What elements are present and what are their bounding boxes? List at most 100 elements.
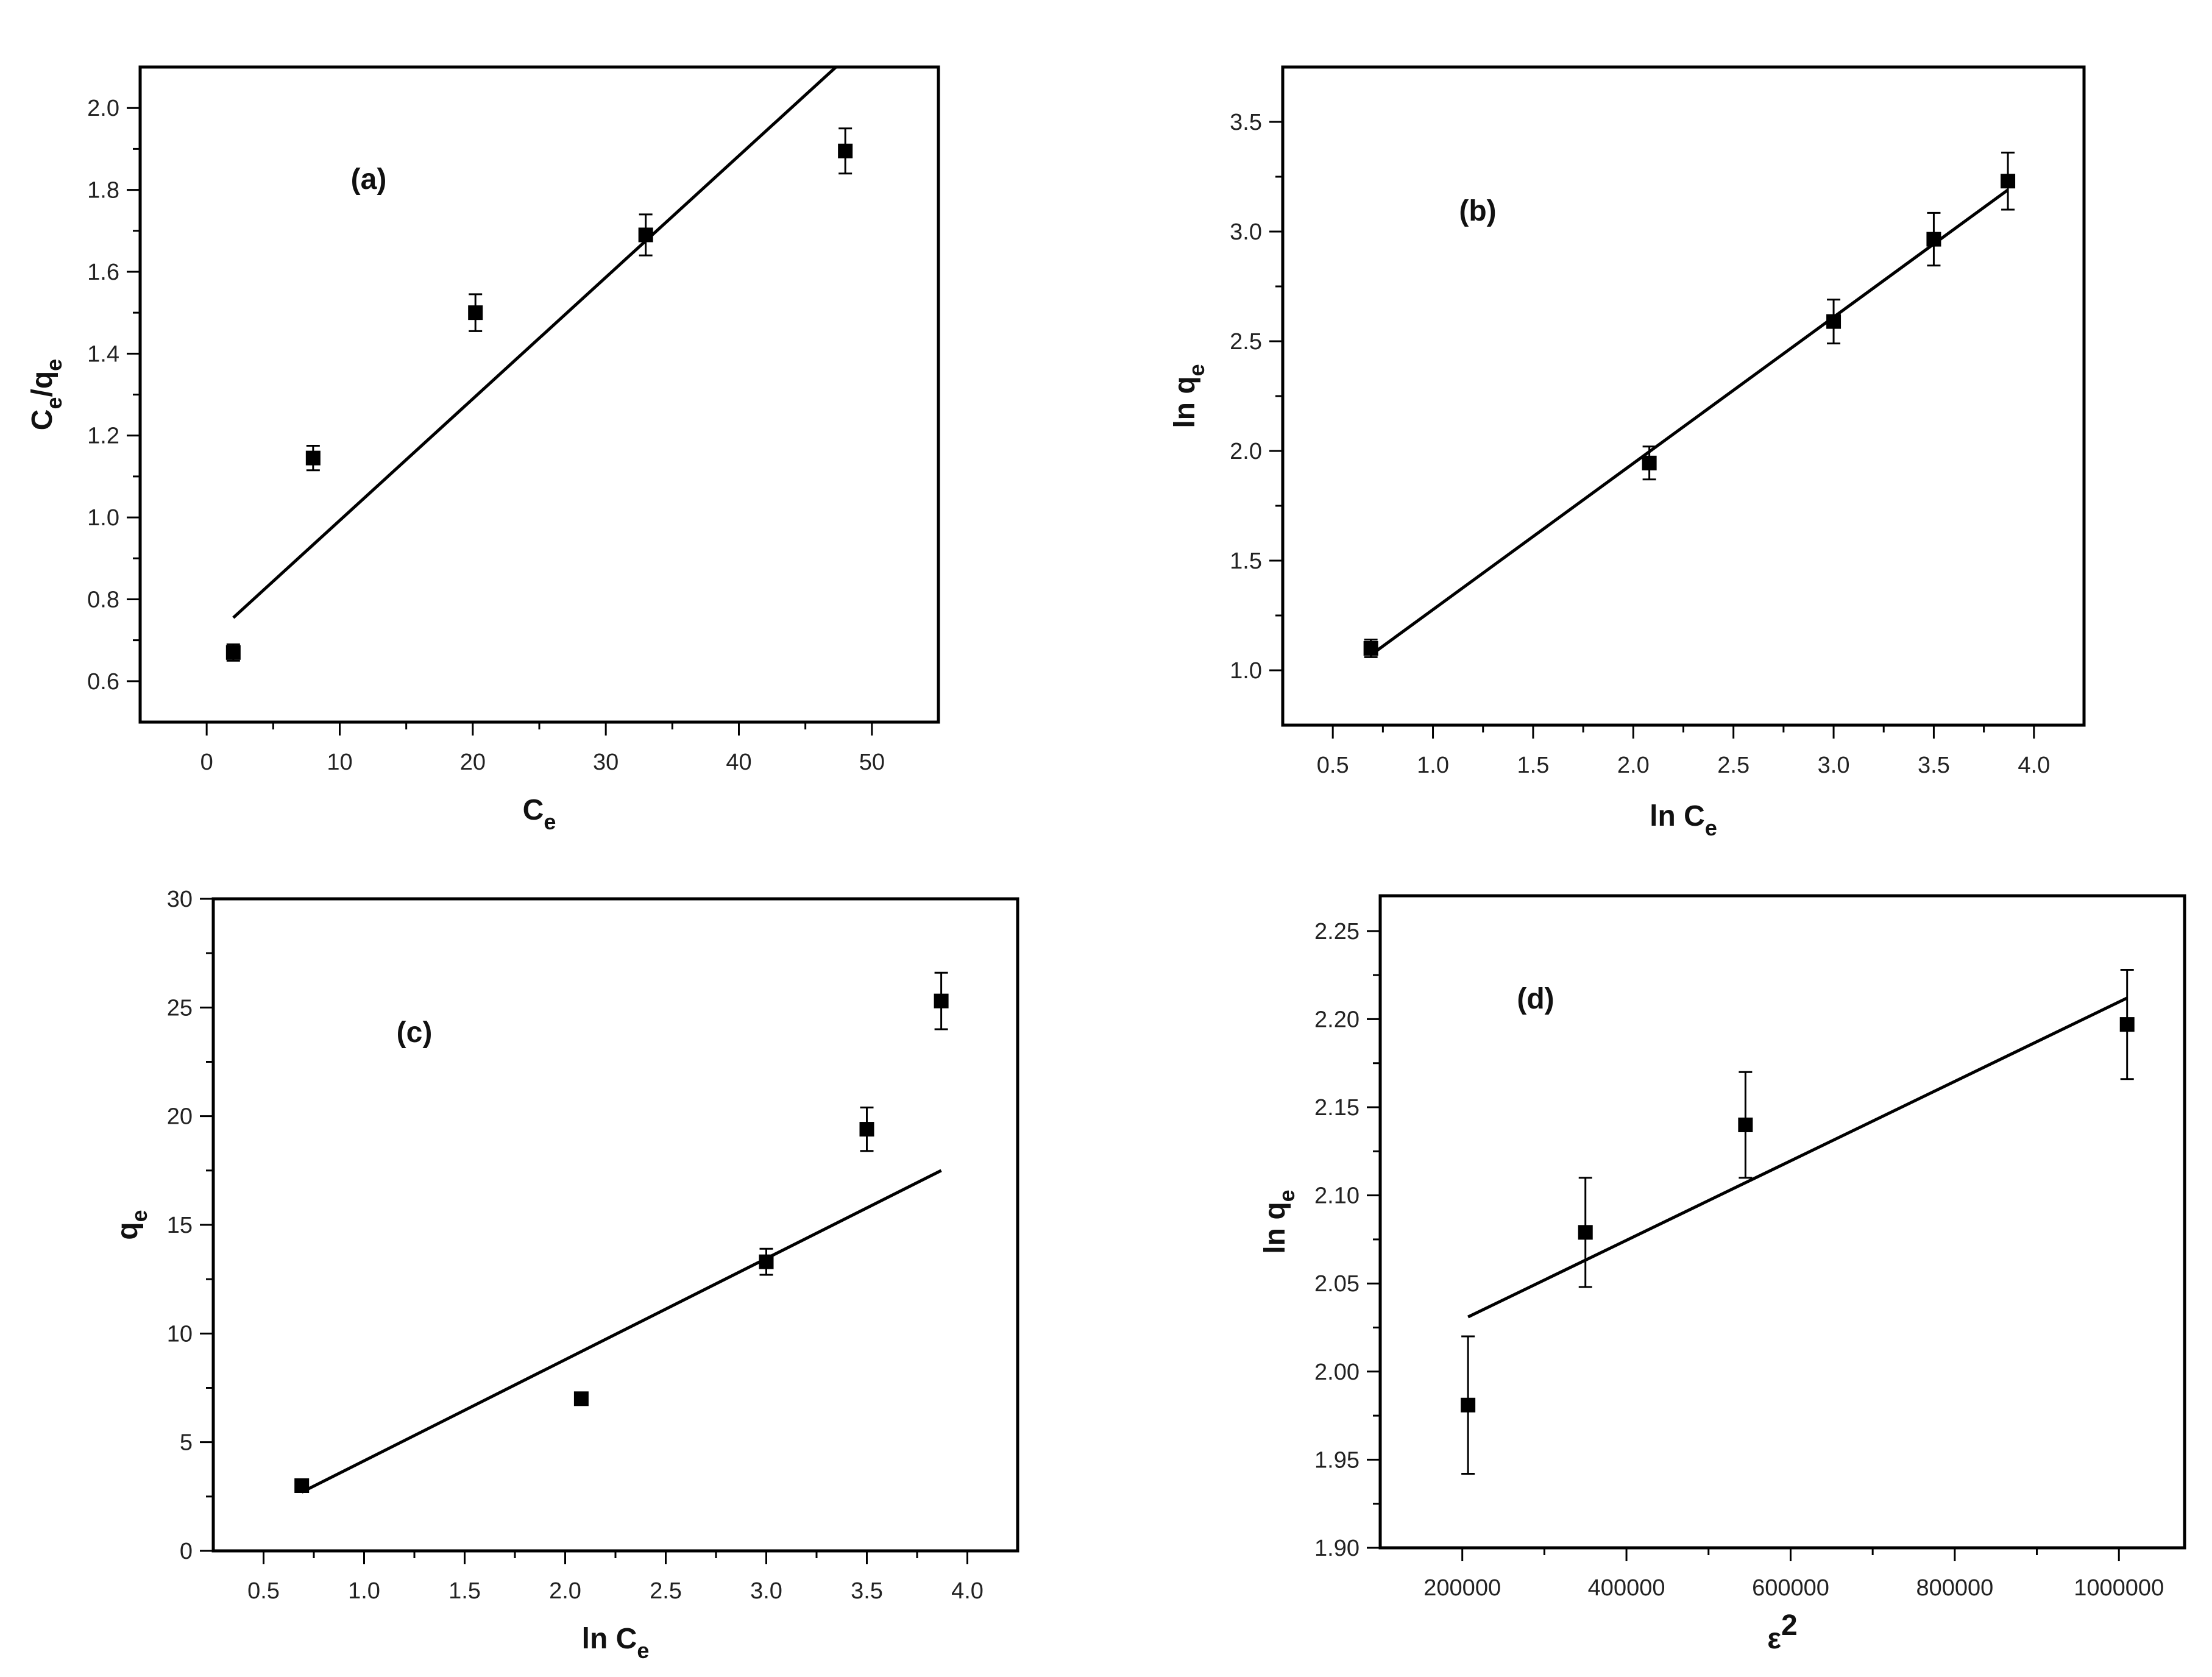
data-point <box>1738 1117 1753 1132</box>
x-axis-label: ln Ce <box>582 1623 650 1663</box>
data-point <box>294 1478 310 1493</box>
panel-b: 0.5 1.0 1.5 2.0 2.5 3.0 3.5 4.0 1.0 1.5 2.0 2.5 3.0 3… <box>1169 65 2086 840</box>
x-axis-label-main: C <box>523 794 544 826</box>
y-tick-label: 1.4 <box>87 341 119 367</box>
y-tick-label: 3.5 <box>1230 110 1262 135</box>
panel-label: (b) <box>1459 195 1496 227</box>
data-point <box>573 1391 589 1406</box>
y-tick-label: 0 <box>180 1539 193 1564</box>
x-axis-label: ε2 <box>1767 1609 1797 1655</box>
fit-line <box>1370 188 2009 656</box>
plot-frame <box>138 65 940 724</box>
panel-c: 0.5 1.0 1.5 2.0 2.5 3.0 3.5 4.0 0 5 10 15 20 25 30 (c) l… <box>112 887 1019 1663</box>
panel-d: 200000 400000 600000 800000 1000000 1.90 1.95 2… <box>1259 894 2186 1655</box>
data-point <box>759 1254 774 1269</box>
y-axis-label-part: ln q <box>1259 1202 1291 1253</box>
y-tick-label: 2.05 <box>1314 1271 1359 1297</box>
y-axis-label-part: C <box>26 410 58 431</box>
panel-label: (d) <box>1517 983 1554 1015</box>
data-point <box>305 450 321 466</box>
y-axis-label-part: /q <box>26 371 58 397</box>
y-tick-label: 5 <box>180 1430 193 1456</box>
y-axis-label-part: ln q <box>1169 376 1201 428</box>
y-tick-label: 1.95 <box>1314 1447 1359 1473</box>
y-tick-label: 2.00 <box>1314 1360 1359 1385</box>
y-axis-label-part: q <box>112 1222 144 1239</box>
x-tick-label: 2.5 <box>1717 753 1749 778</box>
x-tick-label: 0 <box>200 750 213 775</box>
y-axis-label: ln qe <box>1259 1190 1299 1253</box>
x-tick-label: 3.5 <box>1918 753 1950 778</box>
y-axis-label-part: e <box>1274 1190 1299 1202</box>
x-axis-label-sub: e <box>637 1638 649 1663</box>
x-tick-label: 50 <box>859 750 885 775</box>
data-point <box>1826 314 1842 329</box>
data-point <box>1926 232 1941 247</box>
y-tick-label: 15 <box>167 1213 193 1238</box>
x-tick-label: 1000000 <box>2074 1575 2164 1601</box>
panel-label: (a) <box>351 163 387 196</box>
x-tick-label: 30 <box>593 750 619 775</box>
plot-frame <box>1281 65 2086 727</box>
data-point <box>1642 455 1657 470</box>
y-tick-label: 10 <box>167 1321 193 1347</box>
y-tick-label: 2.5 <box>1230 329 1262 355</box>
plot-frame <box>1378 894 2186 1550</box>
x-axis-label-sup: 2 <box>1781 1609 1798 1642</box>
y-axis-label: Ce/qe <box>26 359 66 430</box>
x-tick-label: 600000 <box>1752 1575 1829 1601</box>
y-tick-label: 0.6 <box>87 669 119 695</box>
y-tick-label: 20 <box>167 1104 193 1130</box>
x-tick-label: 40 <box>726 750 751 775</box>
y-axis-label-part: e <box>1184 364 1209 376</box>
x-tick-label: 2.0 <box>549 1578 581 1604</box>
x-axis-label: ln Ce <box>1650 800 1717 840</box>
y-tick-label: 1.0 <box>87 505 119 531</box>
fit-line <box>301 1169 942 1494</box>
data-point <box>838 143 853 158</box>
x-tick-label: 1.5 <box>448 1578 481 1604</box>
y-tick-label: 0.8 <box>87 587 119 612</box>
data-point <box>934 993 949 1009</box>
y-axis-label-part: e <box>127 1210 152 1222</box>
y-tick-label: 2.20 <box>1314 1007 1359 1032</box>
y-tick-label: 2.0 <box>87 96 119 121</box>
data-point <box>2001 174 2016 189</box>
x-tick-label: 4.0 <box>2018 753 2050 778</box>
data-point <box>1461 1397 1476 1413</box>
y-tick-label: 2.15 <box>1314 1095 1359 1121</box>
y-axis-label: ln qe <box>1169 364 1209 428</box>
x-tick-label: 4.0 <box>951 1578 984 1604</box>
x-tick-label: 0.5 <box>1317 753 1349 778</box>
data-point <box>2119 1017 2135 1032</box>
panel-label: (c) <box>397 1016 433 1049</box>
x-tick-label: 20 <box>460 750 486 775</box>
x-tick-label: 2.5 <box>650 1578 682 1604</box>
x-tick-label: 3.0 <box>1818 753 1850 778</box>
data-point <box>468 305 483 321</box>
y-axis-label-part: e <box>41 397 66 409</box>
y-tick-label: 1.90 <box>1314 1536 1359 1561</box>
x-tick-label: 400000 <box>1588 1575 1665 1601</box>
x-axis-label-sub: e <box>544 809 556 834</box>
data-point <box>859 1122 874 1137</box>
x-axis-label: Ce <box>523 794 556 834</box>
x-tick-label: 0.5 <box>247 1578 280 1604</box>
x-axis-label-main: ln C <box>582 1623 637 1655</box>
y-tick-label: 25 <box>167 995 193 1021</box>
y-tick-label: 3.0 <box>1230 219 1262 245</box>
x-axis-label-main: ln C <box>1650 800 1705 832</box>
x-tick-label: 800000 <box>1916 1575 1993 1601</box>
x-tick-label: 10 <box>327 750 352 775</box>
fit-line <box>232 67 837 619</box>
x-tick-label: 3.5 <box>851 1578 883 1604</box>
plot-frame <box>211 897 1019 1553</box>
data-point <box>638 227 653 243</box>
y-tick-label: 2.25 <box>1314 919 1359 945</box>
data-point <box>225 645 241 660</box>
y-tick-label: 2.0 <box>1230 439 1262 464</box>
y-tick-label: 30 <box>167 887 193 912</box>
x-tick-label: 3.0 <box>750 1578 782 1604</box>
y-tick-label: 1.8 <box>87 178 119 204</box>
